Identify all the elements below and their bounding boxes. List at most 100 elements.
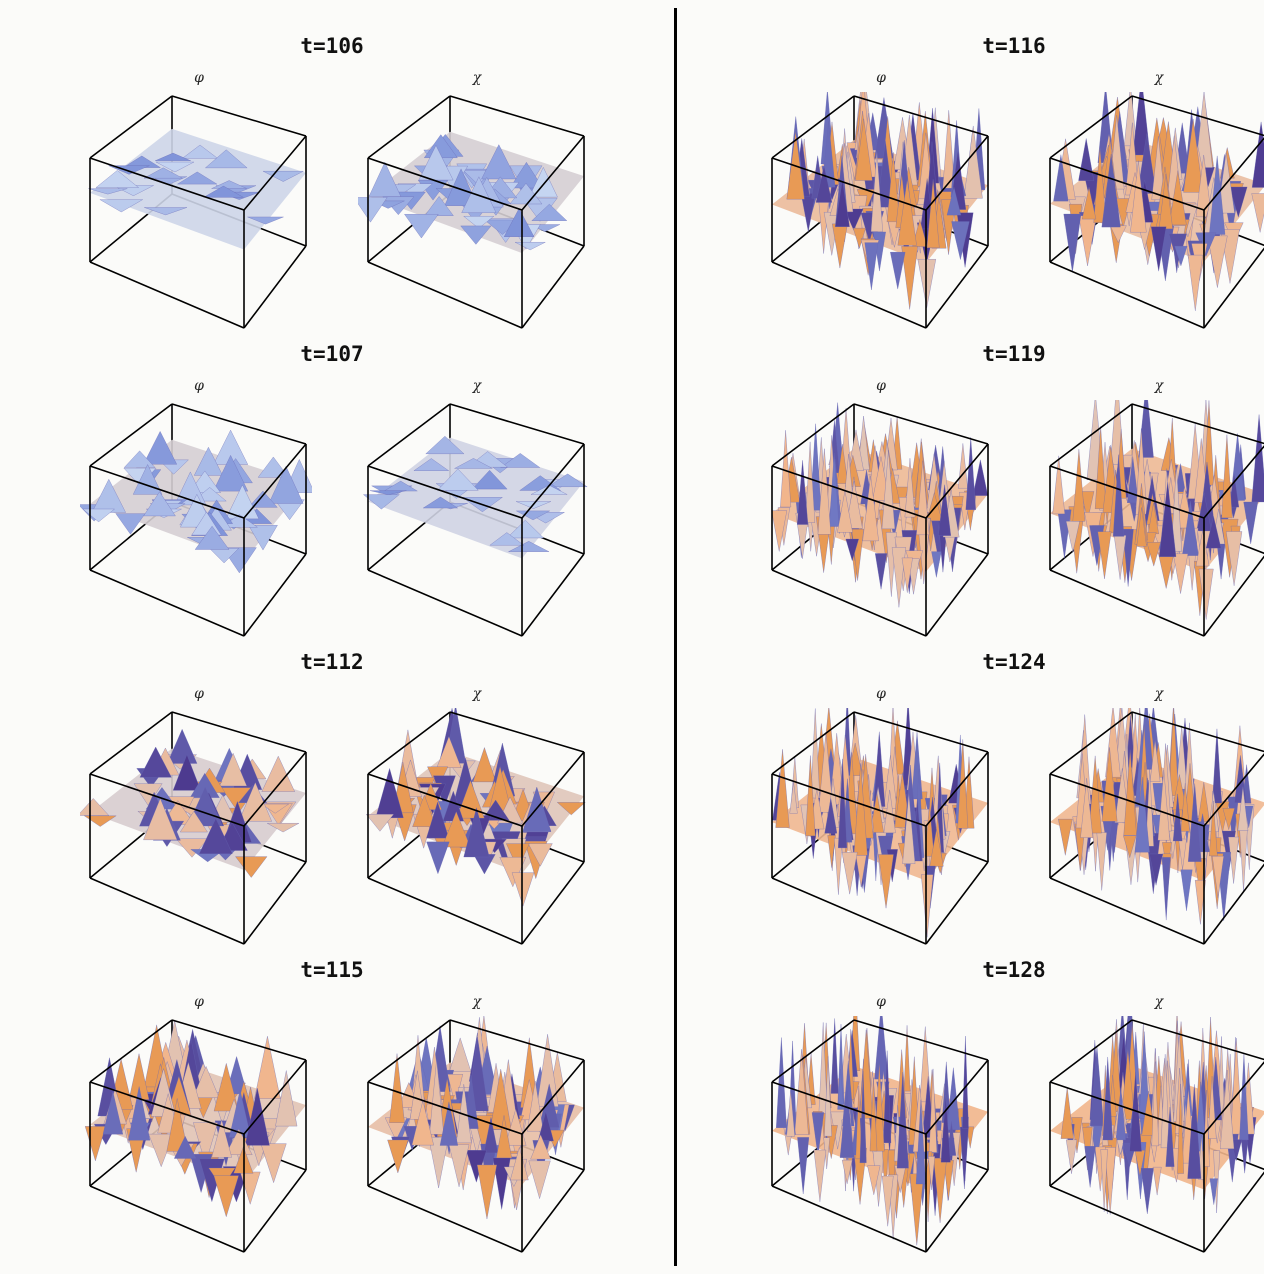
top-left-edge (1049, 1019, 1133, 1083)
phi-surface-plot (88, 95, 307, 329)
top-front-edge (1049, 773, 1205, 827)
phi-label: φ (876, 70, 886, 86)
top-left-edge (89, 403, 173, 467)
top-back-edge (171, 95, 307, 137)
top-front-edge (367, 773, 523, 827)
bottom-front-edge (1049, 877, 1205, 945)
chi-surface-plot (358, 95, 585, 329)
top-back-edge (1131, 711, 1264, 753)
phi-surface-peaks (771, 402, 988, 608)
top-front-edge (771, 157, 927, 211)
chi-surface-plot (367, 1016, 585, 1253)
top-right-edge (243, 751, 307, 827)
top-right-edge (521, 1059, 585, 1135)
chi-surface-plot (1049, 400, 1264, 637)
bottom-right-edge (925, 553, 989, 637)
phi-label: φ (876, 686, 886, 702)
phi-surface-plot (771, 92, 989, 329)
top-left-edge (1049, 403, 1133, 467)
top-left-edge (771, 95, 855, 159)
top-left-edge (771, 1019, 855, 1083)
top-back-edge (171, 711, 307, 753)
phi-label: φ (876, 994, 886, 1010)
chi-label: χ (472, 70, 482, 86)
bottom-right-edge (521, 1169, 585, 1253)
top-left-edge (1049, 711, 1133, 775)
top-front-edge (771, 1081, 927, 1135)
bottom-right-edge (521, 245, 585, 329)
top-back-edge (853, 403, 989, 445)
top-left-edge (771, 403, 855, 467)
bottom-right-edge (243, 1169, 307, 1253)
top-left-edge (1049, 95, 1133, 159)
time-label: t=115 (300, 958, 364, 982)
chi-label: χ (1154, 378, 1164, 394)
top-front-edge (89, 465, 245, 519)
chi-surface-plot (363, 403, 588, 637)
top-right-edge (925, 1059, 989, 1135)
chi-surface-peaks (358, 134, 568, 251)
bottom-right-edge (1203, 555, 1264, 637)
top-right-edge (521, 443, 585, 519)
top-right-edge (1203, 445, 1264, 519)
phi-surface-plot (771, 708, 989, 945)
top-left-edge (771, 711, 855, 775)
top-right-edge (521, 135, 585, 211)
top-left-edge (89, 711, 173, 775)
bottom-front-edge (367, 261, 523, 329)
phi-surface-plot (80, 711, 307, 945)
top-left-edge (89, 95, 173, 159)
bottom-front-edge (771, 569, 927, 637)
bottom-front-edge (1049, 261, 1205, 329)
top-front-edge (367, 1081, 523, 1135)
top-back-edge (449, 711, 585, 753)
top-right-edge (243, 135, 307, 211)
bottom-right-edge (521, 553, 585, 637)
time-label: t=124 (982, 650, 1046, 674)
top-front-edge (1049, 1081, 1205, 1135)
chi-surface-plot (1049, 708, 1264, 945)
chi-label: χ (472, 994, 482, 1010)
chi-surface-peaks (365, 708, 586, 907)
bottom-right-edge (1203, 1171, 1264, 1253)
chi-label: χ (1154, 686, 1164, 702)
top-back-edge (171, 1019, 307, 1061)
top-front-edge (89, 1081, 245, 1135)
top-front-edge (367, 157, 523, 211)
chi-surface-plot (1049, 1016, 1264, 1253)
top-back-edge (449, 403, 585, 445)
top-front-edge (1049, 465, 1205, 519)
bottom-front-edge (771, 261, 927, 329)
chi-label: χ (1154, 994, 1164, 1010)
top-right-edge (1203, 753, 1264, 827)
time-label: t=107 (300, 342, 364, 366)
top-left-edge (367, 403, 451, 467)
chi-label: χ (472, 378, 482, 394)
time-label: t=116 (982, 34, 1046, 58)
bottom-front-edge (1049, 569, 1205, 637)
bottom-front-edge (367, 1185, 523, 1253)
top-front-edge (771, 465, 927, 519)
top-right-edge (925, 443, 989, 519)
bottom-right-edge (243, 553, 307, 637)
chi-surface-peaks (1053, 92, 1264, 311)
top-left-edge (367, 95, 451, 159)
chi-surface-plot (1049, 92, 1264, 329)
chi-surface-plot (365, 708, 586, 945)
top-right-edge (243, 443, 307, 519)
top-back-edge (449, 1019, 585, 1061)
top-right-edge (925, 751, 989, 827)
phi-surface-peaks (772, 708, 975, 938)
top-back-edge (853, 1019, 989, 1061)
top-right-edge (1203, 137, 1264, 211)
chi-surface-peaks (384, 1016, 575, 1220)
bottom-front-edge (367, 877, 523, 945)
phi-label: φ (194, 378, 204, 394)
phi-surface-plot (771, 1016, 989, 1253)
bottom-right-edge (521, 861, 585, 945)
phi-label: φ (194, 686, 204, 702)
bottom-right-edge (243, 861, 307, 945)
phi-label: φ (876, 378, 886, 394)
top-back-edge (1131, 95, 1264, 137)
